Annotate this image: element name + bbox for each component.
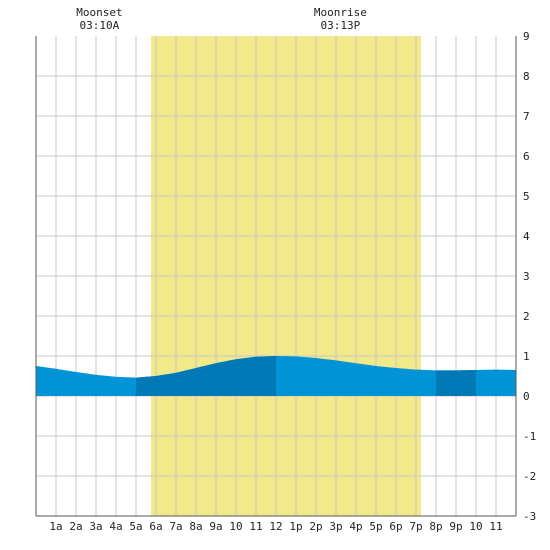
tide-layer xyxy=(36,356,516,396)
y-tick-label: 0 xyxy=(523,390,530,403)
x-tick-label: 11 xyxy=(249,520,262,533)
axis-layer xyxy=(35,36,517,517)
x-tick-label: 8a xyxy=(189,520,202,533)
x-tick-label: 11 xyxy=(489,520,502,533)
x-tick-label: 8p xyxy=(429,520,442,533)
y-tick-label: -2 xyxy=(523,470,536,483)
y-tick-label: 5 xyxy=(523,190,530,203)
x-tick-label: 1a xyxy=(49,520,62,533)
x-tick-label: 5p xyxy=(369,520,382,533)
x-tick-label: 5a xyxy=(129,520,142,533)
x-tick-label: 2p xyxy=(309,520,322,533)
tide-emphasis-band xyxy=(136,356,276,396)
y-tick-label: 8 xyxy=(523,70,530,83)
x-tick-label: 3p xyxy=(329,520,342,533)
y-tick-label: 2 xyxy=(523,310,530,323)
y-tick-label: 9 xyxy=(523,30,530,43)
x-tick-label: 1p xyxy=(289,520,302,533)
y-tick-label: 1 xyxy=(523,350,530,363)
y-tick-label: 7 xyxy=(523,110,530,123)
x-tick-label: 7p xyxy=(409,520,422,533)
x-tick-label: 7a xyxy=(169,520,182,533)
y-tick-label: 4 xyxy=(523,230,530,243)
x-tick-label: 3a xyxy=(89,520,102,533)
x-tick-label: 6p xyxy=(389,520,402,533)
x-tick-label: 4a xyxy=(109,520,122,533)
moon-event-time: 03:13P xyxy=(321,19,361,32)
x-tick-label: 9a xyxy=(209,520,222,533)
x-tick-label: 4p xyxy=(349,520,362,533)
y-tick-label: -1 xyxy=(523,430,536,443)
x-tick-label: 9p xyxy=(449,520,462,533)
x-tick-label: 6a xyxy=(149,520,162,533)
y-tick-label: 6 xyxy=(523,150,530,163)
moon-event-time: 03:10A xyxy=(80,19,120,32)
moon-event-name: Moonset xyxy=(76,6,122,19)
grid-layer xyxy=(36,36,516,516)
tide-emphasis-band xyxy=(436,370,476,396)
x-tick-label: 10 xyxy=(469,520,482,533)
label-layer: 1a 2a 3a 4a 5a 6a 7a 8a 9a 10 11 12 1p 2p 3p 4p 5p 6p 7p 8p… xyxy=(49,6,536,533)
x-tick-label: 2a xyxy=(69,520,82,533)
y-tick-label: 3 xyxy=(523,270,530,283)
moon-event-name: Moonrise xyxy=(314,6,367,19)
x-tick-label: 10 xyxy=(229,520,242,533)
x-tick-label: 12 xyxy=(269,520,282,533)
y-tick-label: -3 xyxy=(523,510,536,523)
